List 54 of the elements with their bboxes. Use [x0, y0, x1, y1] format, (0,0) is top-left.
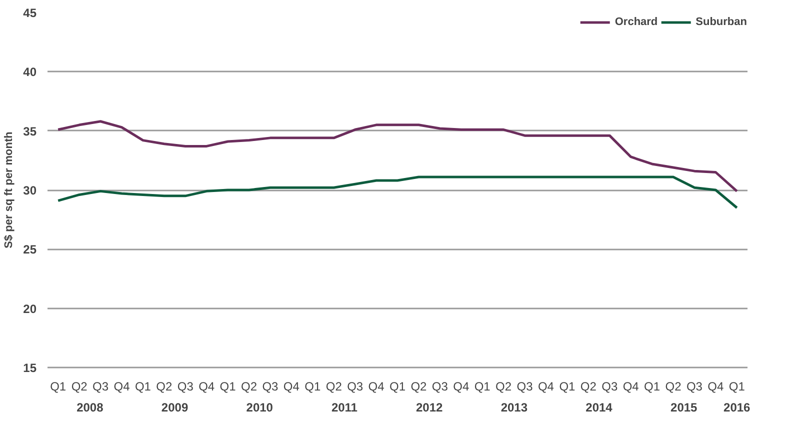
y-tick-label: 20: [23, 302, 37, 316]
category-label: Q3: [602, 380, 618, 394]
y-tick-label: 30: [23, 184, 37, 198]
category-label: Q2: [665, 380, 682, 394]
category-label: Q1: [644, 380, 660, 394]
category-label: Q4: [368, 380, 384, 394]
category-label: Q1: [304, 380, 321, 394]
y-axis-title: S$ per sq ft per month: [3, 131, 16, 248]
category-label: Q3: [262, 380, 278, 394]
category-label: Q1: [220, 380, 236, 394]
category-label: 2013: [500, 400, 528, 414]
category-label: Q4: [283, 380, 300, 394]
category-label: 2009: [161, 400, 188, 414]
category-label: Q2: [241, 380, 258, 394]
line-series: [56, 120, 738, 192]
category-label: Q3: [516, 380, 533, 394]
category-label: 2014: [586, 400, 612, 414]
category-label: 2008: [76, 400, 104, 414]
category-label: 2015: [670, 400, 698, 414]
category-label: Q3: [432, 380, 448, 394]
category-label: Q3: [347, 380, 364, 394]
category-label: Q4: [622, 380, 639, 394]
category-label: Q2: [580, 380, 596, 394]
category-label: Q2: [156, 380, 172, 394]
category-label: Q1: [559, 380, 576, 394]
y-tick-label: 15: [23, 361, 37, 375]
category-label: Q2: [326, 380, 342, 394]
line-series: [56, 176, 738, 209]
category-label: Q4: [538, 380, 554, 394]
category-label: Q3: [92, 380, 109, 394]
category-label: Q4: [198, 380, 215, 394]
category-label: 2012: [416, 400, 443, 414]
category-label: Q1: [474, 380, 490, 394]
legend-label: Suburban: [696, 16, 747, 28]
category-label: Q1: [134, 380, 151, 394]
category-label: Q4: [453, 380, 470, 394]
category-label: Q1: [389, 380, 406, 394]
category-label: Q1: [728, 380, 745, 394]
legend-label: Orchard: [614, 16, 658, 28]
category-label: Q2: [496, 380, 512, 394]
category-label: Q4: [708, 380, 724, 394]
category-label: Q3: [686, 380, 702, 394]
category-label: 2016: [724, 400, 750, 414]
y-tick-label: 35: [23, 124, 37, 138]
category-label: 2011: [331, 400, 358, 414]
category-label: Q2: [410, 380, 427, 394]
y-tick-label: 40: [23, 65, 37, 80]
category-label: 2010: [246, 400, 273, 414]
y-tick-label: 45: [23, 6, 37, 20]
category-label: Q2: [71, 380, 88, 394]
category-label: Q4: [114, 380, 130, 394]
y-tick-label: 25: [23, 242, 37, 257]
category-label: Q1: [50, 380, 66, 394]
category-label: Q3: [177, 380, 194, 394]
